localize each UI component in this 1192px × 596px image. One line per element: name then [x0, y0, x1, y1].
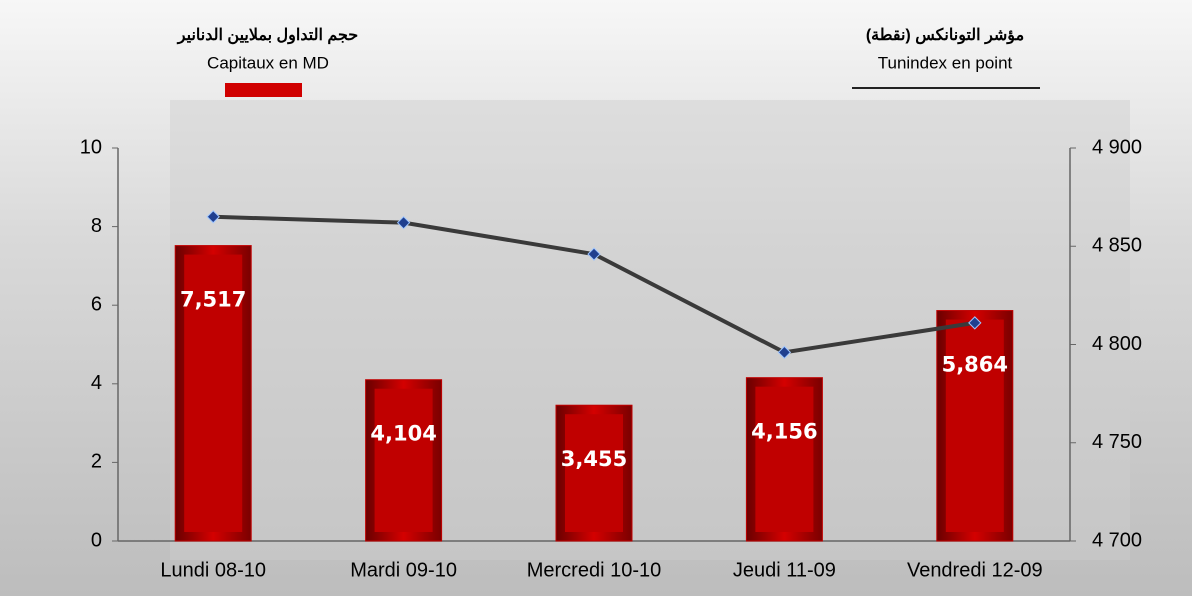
chart: حجم التداول بملايين الدنانير Capitaux en… — [0, 0, 1192, 596]
y-tick-label: 8 — [91, 215, 102, 237]
value-label: 4,156 — [751, 420, 817, 444]
x-tick-label: Mercredi 10-10 — [527, 559, 662, 581]
y-tick-label: 4 — [91, 372, 102, 394]
y2-tick-label: 4 800 — [1092, 333, 1142, 355]
x-tick-label: Jeudi 11-09 — [733, 559, 836, 581]
x-tick-label: Vendredi 12-09 — [907, 559, 1043, 581]
y-title-ar: حجم التداول بملايين الدنانير — [177, 27, 359, 45]
y2-tick-label: 4 750 — [1092, 431, 1142, 453]
bar-face — [755, 387, 813, 532]
y-tick-label: 6 — [91, 293, 102, 315]
legend-swatch — [225, 83, 302, 97]
value-label: 5,864 — [942, 353, 1008, 377]
bar-face — [375, 389, 433, 532]
y-tick-label: 10 — [80, 136, 102, 158]
legend-label: Capitaux en MD — [207, 53, 329, 72]
y2-title-ar: مؤشر التونانكس (نقطة) — [866, 27, 1024, 45]
x-tick-label: Lundi 08-10 — [160, 559, 266, 581]
bar-face — [565, 414, 623, 532]
y-tick-label: 0 — [91, 529, 102, 551]
legend-label: Tunindex en point — [878, 53, 1013, 72]
bar-face — [946, 320, 1004, 532]
y2-tick-label: 4 700 — [1092, 529, 1142, 551]
y2-tick-label: 4 900 — [1092, 136, 1142, 158]
value-label: 4,104 — [370, 422, 436, 446]
value-label: 7,517 — [180, 288, 246, 312]
y-tick-label: 2 — [91, 451, 102, 473]
y2-tick-label: 4 850 — [1092, 235, 1142, 257]
value-label: 3,455 — [561, 447, 627, 471]
x-tick-label: Mardi 09-10 — [350, 559, 457, 581]
